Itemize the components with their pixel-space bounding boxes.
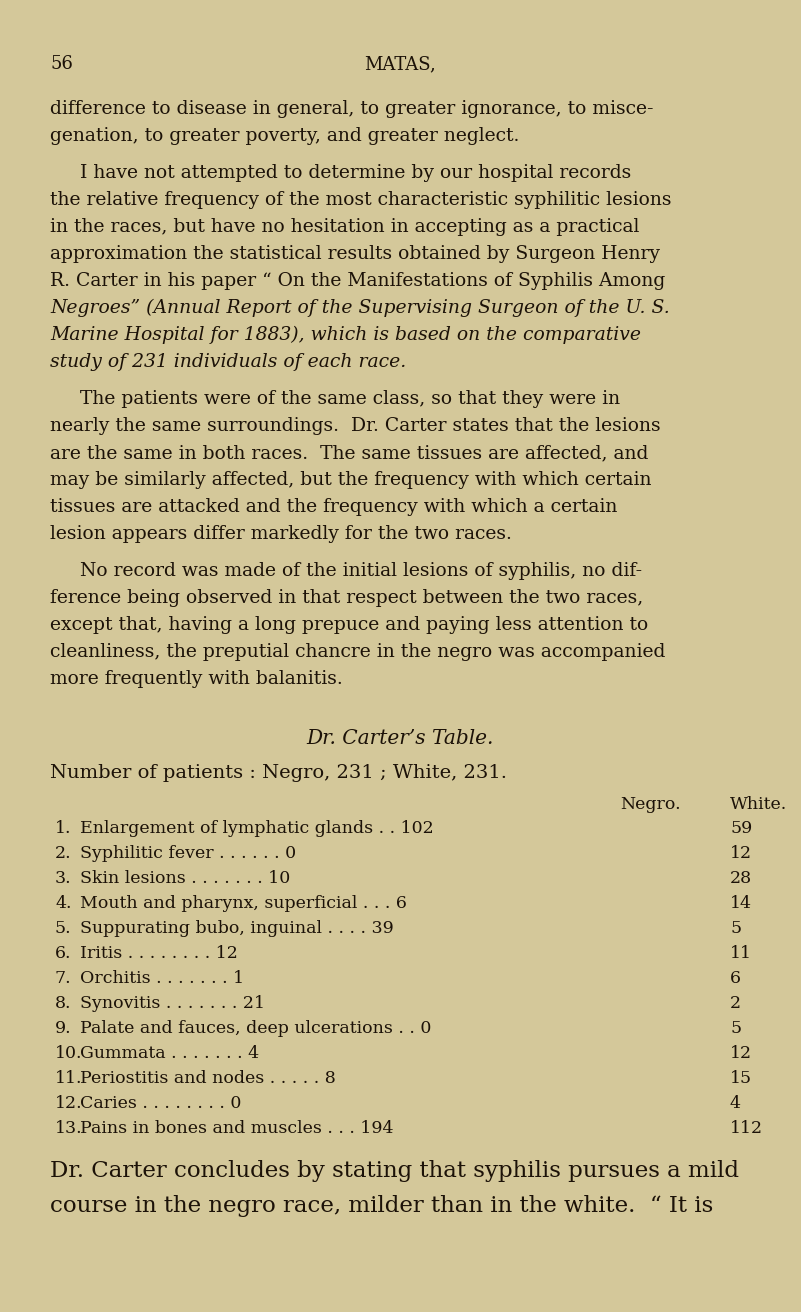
Text: difference to disease in general, to greater ignorance, to misce-: difference to disease in general, to gre… bbox=[50, 100, 654, 118]
Text: No record was made of the initial lesions of syphilis, no dif-: No record was made of the initial lesion… bbox=[80, 562, 642, 580]
Text: 28: 28 bbox=[730, 870, 752, 887]
Text: the relative frequency of the most characteristic syphilitic lesions: the relative frequency of the most chara… bbox=[50, 192, 671, 209]
Text: ference being observed in that respect between the two races,: ference being observed in that respect b… bbox=[50, 589, 643, 607]
Text: The patients were of the same class, so that they were in: The patients were of the same class, so … bbox=[80, 390, 620, 408]
Text: genation, to greater poverty, and greater neglect.: genation, to greater poverty, and greate… bbox=[50, 127, 519, 146]
Text: Skin lesions . . . . . . . 10: Skin lesions . . . . . . . 10 bbox=[80, 870, 290, 887]
Text: 10.: 10. bbox=[55, 1044, 83, 1061]
Text: Negro.: Negro. bbox=[620, 796, 681, 813]
Text: I have not attempted to determine by our hospital records: I have not attempted to determine by our… bbox=[80, 164, 631, 182]
Text: nearly the same surroundings.  Dr. Carter states that the lesions: nearly the same surroundings. Dr. Carter… bbox=[50, 417, 661, 436]
Text: in the races, but have no hesitation in accepting as a practical: in the races, but have no hesitation in … bbox=[50, 218, 639, 236]
Text: 8.: 8. bbox=[55, 994, 71, 1012]
Text: Iritis . . . . . . . . 12: Iritis . . . . . . . . 12 bbox=[80, 945, 238, 962]
Text: Dr. Carter’s Table.: Dr. Carter’s Table. bbox=[306, 729, 493, 748]
Text: 12: 12 bbox=[730, 845, 752, 862]
Text: Suppurating bubo, inguinal . . . . 39: Suppurating bubo, inguinal . . . . 39 bbox=[80, 920, 394, 937]
Text: 112: 112 bbox=[730, 1120, 763, 1138]
Text: Palate and fauces, deep ulcerations . . 0: Palate and fauces, deep ulcerations . . … bbox=[80, 1019, 432, 1036]
Text: Dr. Carter concludes by stating that syphilis pursues a mild: Dr. Carter concludes by stating that syp… bbox=[50, 1160, 739, 1182]
Text: 4.: 4. bbox=[55, 895, 71, 912]
Text: tissues are attacked and the frequency with which a certain: tissues are attacked and the frequency w… bbox=[50, 499, 618, 516]
Text: 13.: 13. bbox=[55, 1120, 83, 1138]
Text: 7.: 7. bbox=[55, 970, 71, 987]
Text: Syphilitic fever . . . . . . 0: Syphilitic fever . . . . . . 0 bbox=[80, 845, 296, 862]
Text: 9.: 9. bbox=[55, 1019, 71, 1036]
Text: 6.: 6. bbox=[55, 945, 71, 962]
Text: approximation the statistical results obtained by Surgeon Henry: approximation the statistical results ob… bbox=[50, 245, 660, 262]
Text: 5: 5 bbox=[730, 920, 741, 937]
Text: may be similarly affected, but the frequency with which certain: may be similarly affected, but the frequ… bbox=[50, 471, 651, 489]
Text: 2: 2 bbox=[730, 994, 741, 1012]
Text: 15: 15 bbox=[730, 1071, 752, 1088]
Text: 11: 11 bbox=[730, 945, 752, 962]
Text: 56: 56 bbox=[50, 55, 73, 73]
Text: Gummata . . . . . . . 4: Gummata . . . . . . . 4 bbox=[80, 1044, 260, 1061]
Text: 2.: 2. bbox=[55, 845, 71, 862]
Text: Marine Hospital for 1883), which is based on the comparative: Marine Hospital for 1883), which is base… bbox=[50, 325, 641, 344]
Text: MATAS,: MATAS, bbox=[364, 55, 436, 73]
Text: cleanliness, the preputial chancre in the negro was accompanied: cleanliness, the preputial chancre in th… bbox=[50, 643, 666, 661]
Text: Negroes” (Annual Report of the Supervising Surgeon of the U. S.: Negroes” (Annual Report of the Supervisi… bbox=[50, 299, 670, 318]
Text: 3.: 3. bbox=[55, 870, 71, 887]
Text: 1.: 1. bbox=[55, 820, 71, 837]
Text: 5.: 5. bbox=[55, 920, 71, 937]
Text: Periostitis and nodes . . . . . 8: Periostitis and nodes . . . . . 8 bbox=[80, 1071, 336, 1088]
Text: more frequently with balanitis.: more frequently with balanitis. bbox=[50, 670, 343, 687]
Text: except that, having a long prepuce and paying less attention to: except that, having a long prepuce and p… bbox=[50, 617, 648, 634]
Text: lesion appears differ markedly for the two races.: lesion appears differ markedly for the t… bbox=[50, 525, 512, 543]
Text: Enlargement of lymphatic glands . . 102: Enlargement of lymphatic glands . . 102 bbox=[80, 820, 434, 837]
Text: course in the negro race, milder than in the white.  “ It is: course in the negro race, milder than in… bbox=[50, 1195, 713, 1218]
Text: 12.: 12. bbox=[55, 1096, 83, 1113]
Text: White.: White. bbox=[730, 796, 787, 813]
Text: 12: 12 bbox=[730, 1044, 752, 1061]
Text: 14: 14 bbox=[730, 895, 752, 912]
Text: 6: 6 bbox=[730, 970, 741, 987]
Text: 5: 5 bbox=[730, 1019, 741, 1036]
Text: Orchitis . . . . . . . 1: Orchitis . . . . . . . 1 bbox=[80, 970, 244, 987]
Text: Synovitis . . . . . . . 21: Synovitis . . . . . . . 21 bbox=[80, 994, 265, 1012]
Text: Number of patients : Negro, 231 ; White, 231.: Number of patients : Negro, 231 ; White,… bbox=[50, 764, 507, 782]
Text: Mouth and pharynx, superficial . . . 6: Mouth and pharynx, superficial . . . 6 bbox=[80, 895, 407, 912]
Text: are the same in both races.  The same tissues are affected, and: are the same in both races. The same tis… bbox=[50, 443, 648, 462]
Text: Caries . . . . . . . . 0: Caries . . . . . . . . 0 bbox=[80, 1096, 241, 1113]
Text: study of 231 individuals of each race.: study of 231 individuals of each race. bbox=[50, 353, 406, 371]
Text: 4: 4 bbox=[730, 1096, 741, 1113]
Text: 59: 59 bbox=[730, 820, 752, 837]
Text: R. Carter in his paper “ On the Manifestations of Syphilis Among: R. Carter in his paper “ On the Manifest… bbox=[50, 272, 666, 290]
Text: Pains in bones and muscles . . . 194: Pains in bones and muscles . . . 194 bbox=[80, 1120, 393, 1138]
Text: 11.: 11. bbox=[55, 1071, 83, 1088]
